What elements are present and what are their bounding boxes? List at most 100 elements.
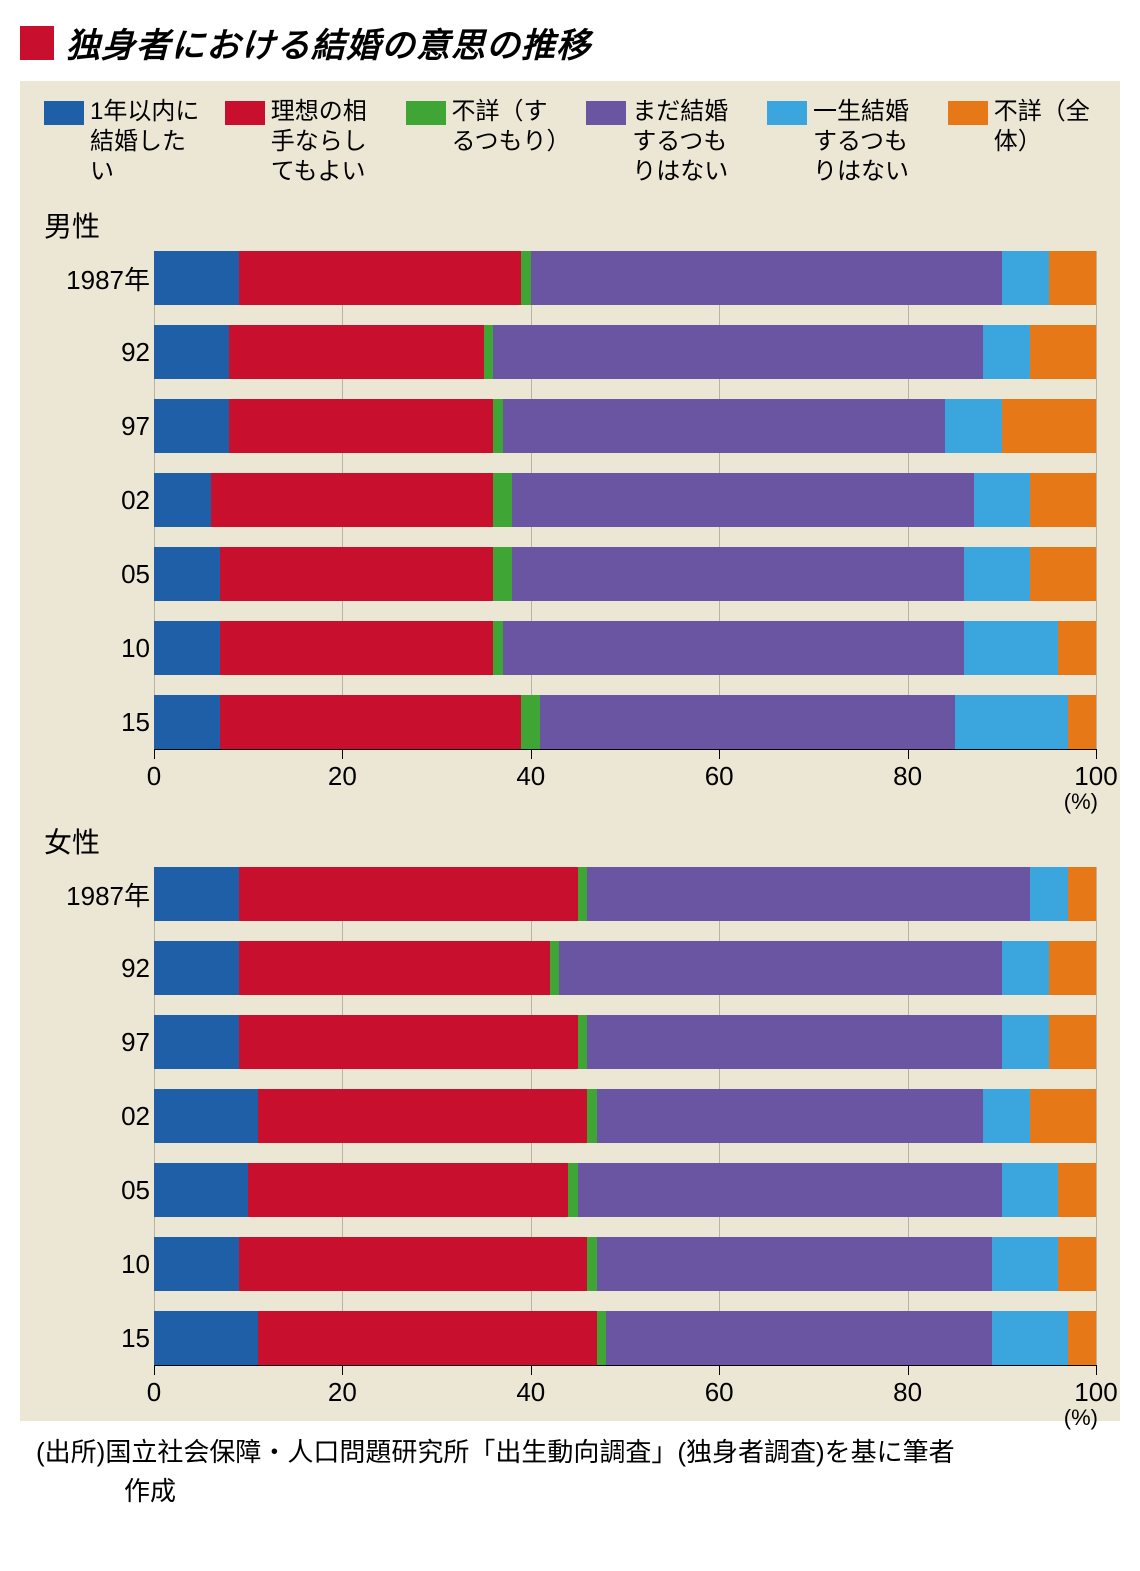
bar-segment [587,867,1030,921]
bar-segment [587,1237,596,1291]
bar-segment [983,325,1030,379]
bar-row: 15 [44,1311,1096,1365]
axis-tick-label: 20 [328,1377,357,1408]
axis-tick [154,749,155,759]
axis-tick [1096,749,1097,759]
group-title: 女性 [44,821,1096,861]
bar-segment [154,1237,239,1291]
axis-tick [719,1365,720,1375]
axis-tick-label: 0 [147,1377,161,1408]
axis-tick-label: 100 [1074,1377,1117,1408]
bar-segment [964,621,1058,675]
bar-segment [955,695,1068,749]
gridline [1096,867,1097,1365]
bar-segment [220,547,493,601]
bar-segment [154,941,239,995]
bar-segment [154,547,220,601]
legend-label: 不詳（全体） [994,97,1096,157]
bar-row: 15 [44,695,1096,749]
row-label: 02 [44,485,154,516]
bar-segment [239,1015,578,1069]
legend-label: まだ結婚するつもりはない [632,97,747,187]
row-label: 05 [44,559,154,590]
row-label: 10 [44,1249,154,1280]
bar-segment [1068,1311,1096,1365]
legend-item: 不詳（するつもり） [406,97,567,187]
bar-segment [578,1015,587,1069]
bar-row: 1987年 [44,251,1096,305]
source-label: (出所) [36,1437,105,1467]
row-label: 97 [44,411,154,442]
bar-segment [154,473,211,527]
bar-segment [992,1237,1058,1291]
bar-segment [493,547,512,601]
chart-groups: 男性1987年929702051015020406080100(%)女性1987… [44,205,1096,1409]
bar-segment [587,1089,596,1143]
stacked-bar [154,941,1096,995]
bar-segment [606,1311,992,1365]
bar-segment [154,1015,239,1069]
stacked-bar [154,867,1096,921]
bar-row: 05 [44,547,1096,601]
legend-item: 一生結婚するつもりはない [767,97,928,187]
bar-segment [587,1015,1001,1069]
bar-segment [1068,867,1096,921]
bar-segment [239,941,550,995]
bar-segment [154,399,229,453]
bar-row: 92 [44,941,1096,995]
legend-label: 一生結婚するつもりはない [813,97,928,187]
bar-segment [1030,473,1096,527]
source-note: (出所)国立社会保障・人口問題研究所「出生動向調査」(独身者調査)を基に筆者 作… [20,1433,1120,1511]
bar-segment [1030,1089,1096,1143]
bar-area [154,547,1096,601]
bar-segment [154,325,229,379]
axis-tick-label: 0 [147,761,161,792]
legend-item: 理想の相手ならしてもよい [225,97,386,187]
bar-row: 10 [44,621,1096,675]
row-label: 92 [44,953,154,984]
stacked-bar [154,251,1096,305]
bar-row: 02 [44,473,1096,527]
bar-segment [1002,251,1049,305]
axis-tick [531,749,532,759]
bar-segment [220,695,521,749]
axis-tick-label: 60 [705,1377,734,1408]
bar-segment [974,473,1031,527]
stacked-bar [154,547,1096,601]
chart-panel: 1年以内に結婚したい理想の相手ならしてもよい不詳（するつもり）まだ結婚するつもり… [20,81,1120,1421]
bar-area [154,1089,1096,1143]
bar-area [154,1015,1096,1069]
bar-segment [1030,547,1096,601]
bar-segment [945,399,1002,453]
source-text-1: 国立社会保障・人口問題研究所「出生動向調査」(独身者調査)を基に筆者 [105,1437,954,1467]
bar-row: 97 [44,399,1096,453]
bar-segment [964,547,1030,601]
legend-swatch [586,101,626,125]
bar-segment [1049,941,1096,995]
legend-swatch [406,101,446,125]
axis-tick [154,1365,155,1375]
axis-tick-label: 80 [893,1377,922,1408]
bar-segment [1002,399,1096,453]
stacked-bar [154,695,1096,749]
axis-tick [908,749,909,759]
axis-unit: (%) [1064,1405,1098,1431]
bar-segment [1068,695,1096,749]
rows: 1987年929702051015 [44,867,1096,1365]
x-axis: 020406080100(%) [154,1365,1096,1409]
gridline [1096,251,1097,749]
bar-area [154,867,1096,921]
axis-tick [908,1365,909,1375]
bar-segment [154,867,239,921]
stacked-bar [154,399,1096,453]
axis-line [154,1365,1096,1366]
legend-label: 理想の相手ならしてもよい [271,97,386,187]
bar-segment [568,1163,577,1217]
bar-segment [211,473,494,527]
stacked-bar [154,325,1096,379]
bar-segment [239,867,578,921]
page: 独身者における結婚の意思の推移 1年以内に結婚したい理想の相手ならしてもよい不詳… [0,0,1140,1533]
axis-tick [1096,1365,1097,1375]
bar-segment [239,1237,588,1291]
bar-segment [1049,251,1096,305]
